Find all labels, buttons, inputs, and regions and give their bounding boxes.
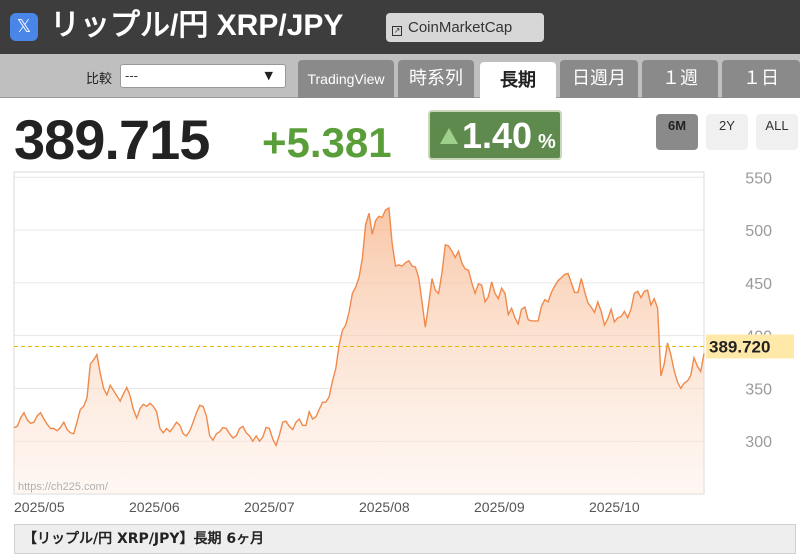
tab-long-term[interactable]: 長期 (480, 62, 556, 99)
change-percent-badge: 1.40 % (428, 110, 562, 160)
x-tick-label: 2025/05 (14, 499, 65, 515)
y-tick-label: 300 (745, 434, 772, 451)
y-tick-label: 550 (745, 170, 772, 187)
x-tick-label: 2025/08 (359, 499, 410, 515)
current-price-marker: 389.720 (706, 334, 794, 359)
change-percent-value: 1.40 (462, 115, 533, 156)
price-area (14, 207, 704, 494)
x-logo-icon[interactable]: 𝕏 (10, 13, 38, 41)
range-2y-button[interactable]: 2Y (706, 114, 748, 150)
x-tick-label: 2025/07 (244, 499, 295, 515)
tab-tradingview[interactable]: TradingView (298, 60, 394, 98)
change-percent-unit: % (538, 131, 556, 153)
compare-select[interactable]: --- ▼ (120, 64, 286, 88)
tab-one-week[interactable]: １週 (642, 60, 718, 98)
coinmarketcap-button[interactable]: ↗ CoinMarketCap (386, 13, 544, 42)
current-price: 389.715 (14, 108, 210, 171)
tab-bar: 比較 --- ▼ TradingView 時系列 長期 日週月 １週 １日 (0, 54, 800, 99)
x-tick-label: 2025/10 (589, 499, 640, 515)
tab-day-week-month[interactable]: 日週月 (560, 60, 638, 98)
watermark: https://ch225.com/ (18, 481, 109, 493)
header-bar: 𝕏 リップル/円 XRP/JPY ↗ CoinMarketCap (0, 0, 800, 54)
y-tick-label: 450 (745, 276, 772, 293)
tab-timeseries[interactable]: 時系列 (398, 60, 474, 98)
chart-caption: 【リップル/円 XRP/JPY】長期 6ヶ月 (14, 524, 796, 554)
price-change: +5.381 (262, 119, 392, 166)
tab-one-day[interactable]: １日 (722, 60, 800, 98)
current-price-box (706, 334, 794, 359)
y-tick-label: 350 (745, 381, 772, 398)
current-price-label: 389.720 (709, 337, 770, 356)
y-tick-label: 400 (745, 329, 772, 346)
compare-select-value: --- (125, 69, 138, 83)
plot-area (13, 171, 705, 495)
range-all-button[interactable]: ALL (756, 114, 798, 150)
up-arrow-icon (440, 128, 458, 144)
compare-label: 比較 (86, 72, 113, 87)
external-link-icon: ↗ (392, 26, 402, 36)
x-tick-label: 2025/09 (474, 499, 525, 515)
page-title: リップル/円 XRP/JPY (50, 9, 344, 42)
range-6m-button[interactable]: 6M (656, 114, 698, 150)
y-tick-label: 500 (745, 223, 772, 240)
x-tick-label: 2025/06 (129, 499, 180, 515)
chevron-down-icon: ▼ (264, 69, 273, 82)
coinmarketcap-label: CoinMarketCap (408, 19, 513, 36)
price-line (13, 206, 705, 448)
